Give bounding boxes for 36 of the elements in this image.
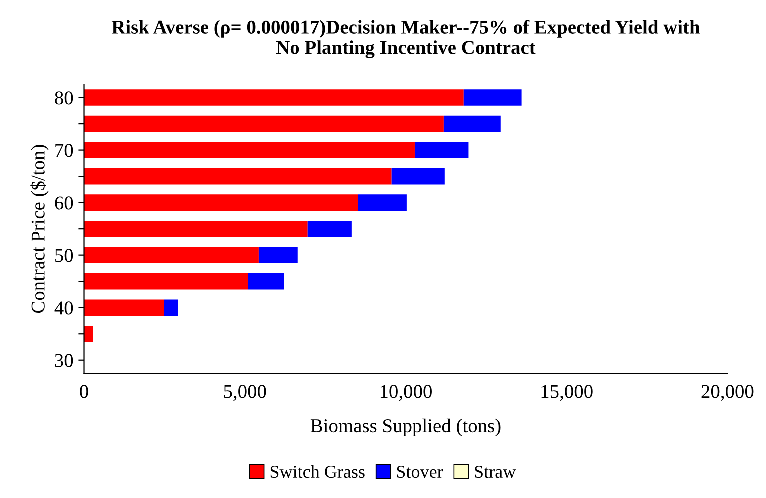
y-tick-label: 60 <box>55 196 74 210</box>
x-tick-label: 0 <box>80 385 88 398</box>
x-tick-label: 20,000 <box>702 385 754 402</box>
bar <box>464 90 522 106</box>
y-tick-label: 70 <box>56 144 74 158</box>
bar <box>84 300 164 316</box>
bar <box>358 194 407 211</box>
bar <box>248 273 284 290</box>
y-tick-label: 30 <box>55 354 74 368</box>
bar <box>84 168 392 185</box>
bar <box>84 273 248 290</box>
y-tick-label: 80 <box>55 92 74 105</box>
bar <box>84 247 259 264</box>
bar <box>414 142 469 158</box>
bar <box>164 300 178 316</box>
y-axis-title: Contract Price ($/ton) <box>30 145 49 314</box>
x-tick-label: 10,000 <box>380 385 432 402</box>
bar <box>444 116 501 132</box>
y-tick-label: 50 <box>56 249 74 262</box>
bar <box>84 220 308 238</box>
x-axis-title: Biomass Supplied (tons) <box>310 418 501 437</box>
x-tick-label: 15,000 <box>542 385 593 402</box>
y-tick-label: 40 <box>54 302 74 315</box>
x-tick-label: 5,000 <box>224 385 266 402</box>
bar <box>84 194 358 211</box>
bar <box>84 90 464 106</box>
bar <box>308 220 352 238</box>
legend-label: Straw <box>475 466 516 478</box>
legend-label: Stover <box>397 466 444 478</box>
bar <box>392 168 445 185</box>
chart-title: Risk Averse (ρ= 0.000017)Decision Maker--75% of Expected Yield with No Planting Incentive Contract <box>112 20 700 58</box>
bar <box>84 326 94 342</box>
bar <box>84 116 444 132</box>
bar <box>84 142 415 158</box>
legend-label: Switch Grass <box>270 465 365 478</box>
bar <box>258 247 298 264</box>
